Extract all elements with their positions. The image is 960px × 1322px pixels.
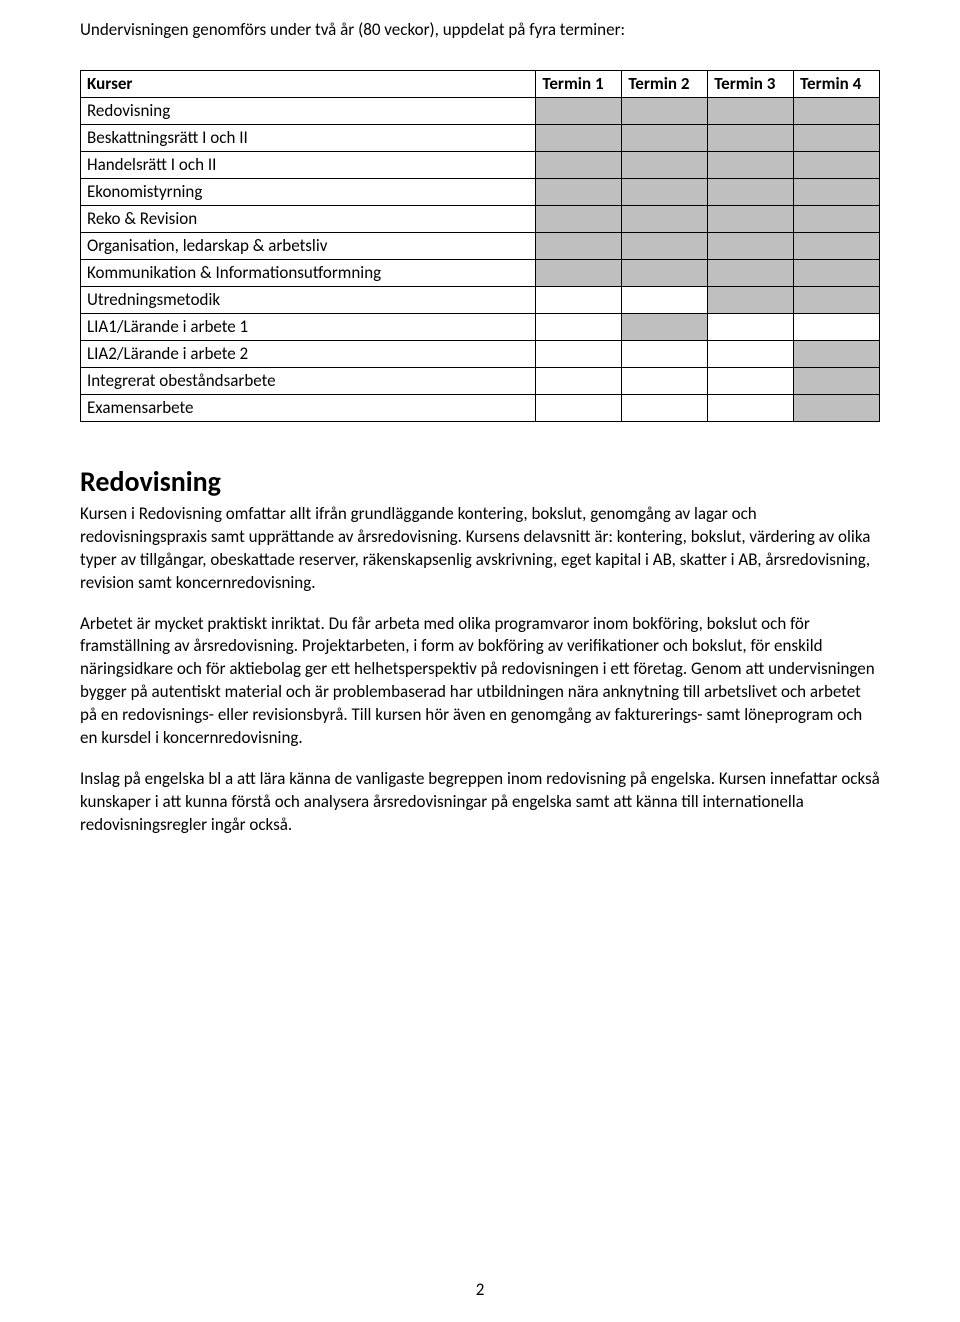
term-cell-4 [794,124,880,151]
course-label: Beskattningsrätt I och II [81,124,536,151]
term-cell-2 [622,286,708,313]
term-cell-3 [708,124,794,151]
table-row: Examensarbete [81,394,880,421]
page-number: 2 [0,1279,960,1300]
course-label: LIA1/Lärande i arbete 1 [81,313,536,340]
table-row: LIA2/Lärande i arbete 2 [81,340,880,367]
table-row: Ekonomistyrning [81,178,880,205]
table-row: Reko & Revision [81,205,880,232]
term-cell-2 [622,151,708,178]
term-cell-1 [536,151,622,178]
term-cell-4 [794,340,880,367]
term-cell-1 [536,205,622,232]
term-cell-1 [536,286,622,313]
term-cell-1 [536,259,622,286]
table-header-row: Kurser Termin 1 Termin 2 Termin 3 Termin… [81,70,880,97]
term-cell-1 [536,313,622,340]
table-row: Utredningsmetodik [81,286,880,313]
section-heading: Redovisning [80,464,880,499]
col-kurser: Kurser [81,70,536,97]
term-cell-1 [536,394,622,421]
term-cell-2 [622,205,708,232]
page: Undervisningen genomförs under två år (8… [0,0,960,1322]
course-label: Ekonomistyrning [81,178,536,205]
table-row: Kommunikation & Informationsutformning [81,259,880,286]
term-cell-2 [622,178,708,205]
term-cell-4 [794,313,880,340]
term-cell-3 [708,151,794,178]
term-cell-2 [622,97,708,124]
term-cell-3 [708,394,794,421]
course-label: LIA2/Lärande i arbete 2 [81,340,536,367]
term-cell-3 [708,313,794,340]
table-row: Organisation, ledarskap & arbetsliv [81,232,880,259]
term-cell-2 [622,259,708,286]
term-cell-3 [708,178,794,205]
course-label: Examensarbete [81,394,536,421]
term-cell-2 [622,367,708,394]
intro-text: Undervisningen genomförs under två år (8… [80,18,880,42]
term-cell-1 [536,367,622,394]
term-cell-2 [622,394,708,421]
col-termin-2: Termin 2 [622,70,708,97]
term-cell-3 [708,259,794,286]
col-termin-1: Termin 1 [536,70,622,97]
course-label: Integrerat obeståndsarbete [81,367,536,394]
courses-table: Kurser Termin 1 Termin 2 Termin 3 Termin… [80,70,880,422]
term-cell-1 [536,340,622,367]
term-cell-1 [536,97,622,124]
section-paragraph: Kursen i Redovisning omfattar allt ifrån… [80,503,880,595]
term-cell-4 [794,259,880,286]
term-cell-4 [794,286,880,313]
term-cell-3 [708,340,794,367]
term-cell-3 [708,97,794,124]
term-cell-1 [536,124,622,151]
course-label: Redovisning [81,97,536,124]
term-cell-3 [708,232,794,259]
term-cell-4 [794,394,880,421]
table-row: Redovisning [81,97,880,124]
term-cell-4 [794,232,880,259]
term-cell-3 [708,286,794,313]
term-cell-4 [794,367,880,394]
term-cell-2 [622,313,708,340]
col-termin-4: Termin 4 [794,70,880,97]
term-cell-3 [708,205,794,232]
term-cell-3 [708,367,794,394]
term-cell-4 [794,205,880,232]
term-cell-4 [794,178,880,205]
table-row: Beskattningsrätt I och II [81,124,880,151]
term-cell-2 [622,232,708,259]
course-label: Handelsrätt I och II [81,151,536,178]
course-label: Kommunikation & Informationsutformning [81,259,536,286]
course-label: Reko & Revision [81,205,536,232]
course-label: Utredningsmetodik [81,286,536,313]
term-cell-2 [622,340,708,367]
section-paragraph: Arbetet är mycket praktiskt inriktat. Du… [80,613,880,751]
table-row: Handelsrätt I och II [81,151,880,178]
table-row: Integrerat obeståndsarbete [81,367,880,394]
col-termin-3: Termin 3 [708,70,794,97]
table-row: LIA1/Lärande i arbete 1 [81,313,880,340]
section-paragraph: Inslag på engelska bl a att lära känna d… [80,768,880,837]
term-cell-2 [622,124,708,151]
term-cell-1 [536,178,622,205]
course-label: Organisation, ledarskap & arbetsliv [81,232,536,259]
term-cell-1 [536,232,622,259]
term-cell-4 [794,97,880,124]
term-cell-4 [794,151,880,178]
